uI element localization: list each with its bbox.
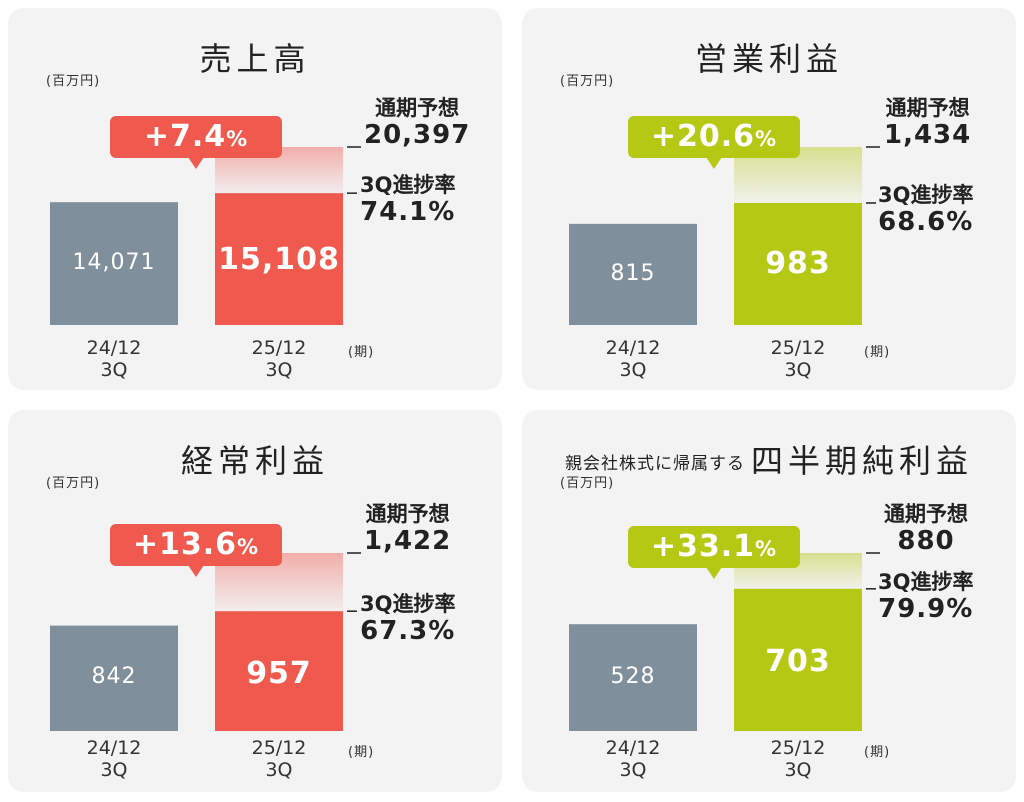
growth-value: +7.4 xyxy=(143,119,227,154)
progress-label: 3Q進捗率 xyxy=(878,183,974,207)
progress-block: 3Q進捗率 74.1% xyxy=(360,173,455,227)
forecast-label: 通期予想 xyxy=(375,96,460,120)
prev-bar-value: 528 xyxy=(610,664,656,689)
growth-value: +33.1 xyxy=(650,529,756,564)
chart-title: 売上高 xyxy=(199,40,311,78)
progress-label: 3Q進捗率 xyxy=(878,570,974,594)
unit-label: (百万円) xyxy=(46,476,101,491)
cur-bar-value: 703 xyxy=(765,644,831,679)
period-unit: (期) xyxy=(864,345,891,360)
cur-bar-value: 957 xyxy=(246,656,312,691)
unit-label: (百万円) xyxy=(560,74,615,89)
growth-unit: % xyxy=(755,127,778,151)
forecast-value: 1,434 xyxy=(884,120,972,150)
chart-title: 親会社株式に帰属する 四半期純利益 xyxy=(564,442,973,480)
forecast-label: 通期予想 xyxy=(885,96,970,120)
x-label-prev: 24/12 3Q xyxy=(86,737,142,781)
chart-canvas xyxy=(569,146,880,325)
growth-value: +20.6 xyxy=(650,119,756,154)
progress-value: 79.9% xyxy=(878,594,974,624)
bar-cur xyxy=(734,202,862,325)
chart-title-prefix: 親会社株式に帰属する xyxy=(564,454,745,474)
forecast-block: 通期予想 1,422 xyxy=(364,502,451,556)
chart-title: 経常利益 xyxy=(180,442,329,480)
period-unit: (期) xyxy=(864,745,891,760)
bar-prev xyxy=(569,624,697,731)
progress-block: 3Q進捗率 67.3% xyxy=(360,592,455,646)
chart-canvas xyxy=(569,552,880,731)
growth-badge: +7.4% xyxy=(110,116,282,169)
growth-badge: +33.1% xyxy=(628,526,800,579)
x-label-prev: 24/12 3Q xyxy=(605,737,661,781)
progress-label: 3Q進捗率 xyxy=(360,592,456,616)
prev-bar-value: 815 xyxy=(610,261,656,286)
prev-bar-value: 14,071 xyxy=(72,250,156,275)
bar-prev xyxy=(569,223,697,325)
forecast-block: 通期予想 1,434 xyxy=(884,96,971,150)
x-label-cur: 25/12 3Q xyxy=(770,337,826,381)
chart-canvas xyxy=(50,146,361,325)
unit-label: (百万円) xyxy=(560,476,615,491)
growth-badge: +13.6% xyxy=(110,524,282,577)
panel-net-income: 親会社株式に帰属する 四半期純利益 (百万円) +33.1% 528 703 24… xyxy=(522,410,1016,792)
forecast-value: 20,397 xyxy=(364,120,471,150)
growth-unit: % xyxy=(226,127,249,151)
panel-ordinary-profit: 経常利益 (百万円) +13.6% 842 957 24/12 3Q 25/12 3… xyxy=(8,410,502,792)
x-label-cur: 25/12 3Q xyxy=(251,337,307,381)
progress-label: 3Q進捗率 xyxy=(360,173,456,197)
progress-value: 74.1% xyxy=(360,197,456,227)
forecast-block: 通期予想 20,397 xyxy=(364,96,470,150)
x-label-prev: 24/12 3Q xyxy=(86,337,142,381)
forecast-label: 通期予想 xyxy=(365,502,450,526)
x-label-cur: 25/12 3Q xyxy=(251,737,307,781)
panel-operating-profit: 営業利益 (百万円) +20.6% 815 983 24/12 3Q 25/12 3… xyxy=(522,8,1016,390)
chart-canvas xyxy=(50,552,361,731)
bar-prev xyxy=(50,625,178,731)
progress-block: 3Q進捗率 79.9% xyxy=(878,570,973,624)
bar-cur xyxy=(215,611,343,731)
growth-unit: % xyxy=(755,537,778,561)
x-label-prev: 24/12 3Q xyxy=(605,337,661,381)
growth-badge: +20.6% xyxy=(628,116,800,169)
forecast-block: 通期予想 880 xyxy=(884,502,968,556)
cur-bar-value: 983 xyxy=(765,246,831,281)
progress-value: 67.3% xyxy=(360,616,456,646)
bar-cur xyxy=(215,193,343,325)
period-unit: (期) xyxy=(348,745,375,760)
x-label-cur: 25/12 3Q xyxy=(770,737,826,781)
growth-value: +13.6 xyxy=(132,527,238,562)
panel-net-sales: 売上高 (百万円) +7.4% 14,071 15,108 24/12 3Q 25… xyxy=(8,8,502,390)
unit-label: (百万円) xyxy=(46,74,101,89)
forecast-value: 880 xyxy=(897,526,955,556)
prev-bar-value: 842 xyxy=(91,664,137,689)
forecast-label: 通期予想 xyxy=(884,502,968,526)
progress-value: 68.6% xyxy=(878,207,974,237)
progress-block: 3Q進捗率 68.6% xyxy=(878,183,973,237)
cur-bar-value: 15,108 xyxy=(218,242,340,277)
bar-prev xyxy=(50,202,178,325)
period-unit: (期) xyxy=(348,345,375,360)
growth-unit: % xyxy=(237,535,260,559)
bar-cur xyxy=(734,588,862,731)
forecast-value: 1,422 xyxy=(364,526,452,556)
chart-title: 営業利益 xyxy=(694,40,843,78)
